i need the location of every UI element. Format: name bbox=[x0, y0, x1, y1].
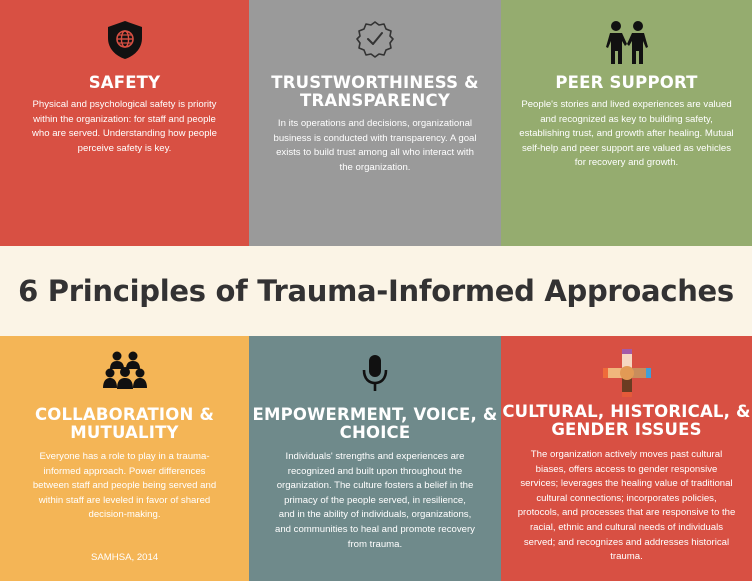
trustworthiness-title: TRUSTWORTHINESS & TRANSPARENCY bbox=[271, 73, 479, 110]
source-citation: SAMHSA, 2014 bbox=[91, 552, 159, 563]
empowerment-description: Individuals' strengths and experiences a… bbox=[275, 451, 475, 550]
joined-hands-icon bbox=[602, 348, 652, 403]
group-icon bbox=[102, 350, 147, 395]
shield-globe-icon bbox=[106, 20, 144, 65]
title-banner: 6 Principles of Trauma-Informed Approach… bbox=[0, 246, 752, 336]
check-badge-icon bbox=[356, 20, 394, 63]
safety-title: SAFETY bbox=[88, 73, 161, 92]
trustworthiness-panel: TRUSTWORTHINESS & TRANSPARENCY In its op… bbox=[249, 0, 501, 246]
empowerment-title: EMPOWERMENT, VOICE, & CHOICE bbox=[252, 405, 498, 442]
peer-support-description: People's stories and lived experiences a… bbox=[519, 99, 734, 169]
peer-support-panel: PEER SUPPORT People's stories and lived … bbox=[501, 0, 752, 246]
trustworthiness-description: In its operations and decisions, organiz… bbox=[273, 118, 477, 173]
peer-support-title: PEER SUPPORT bbox=[555, 73, 698, 92]
page-title: 6 Principles of Trauma-Informed Approach… bbox=[18, 274, 734, 308]
microphone-icon bbox=[360, 354, 390, 397]
collaboration-description: Everyone has a role to play in a trauma-… bbox=[32, 451, 217, 521]
collaboration-panel: COLLABORATION & MUTUALITY Everyone has a… bbox=[0, 336, 249, 581]
cultural-panel: CULTURAL, HISTORICAL, & GENDER ISSUES Th… bbox=[501, 336, 752, 581]
two-people-icon bbox=[605, 20, 649, 71]
cultural-description: The organization actively moves past cul… bbox=[517, 449, 736, 563]
collaboration-title: COLLABORATION & MUTUALITY bbox=[34, 405, 215, 442]
safety-panel: SAFETY Physical and psychological safety… bbox=[0, 0, 249, 246]
cultural-title: CULTURAL, HISTORICAL, & GENDER ISSUES bbox=[502, 402, 751, 439]
safety-description: Physical and psychological safety is pri… bbox=[31, 99, 218, 154]
empowerment-panel: EMPOWERMENT, VOICE, & CHOICE Individuals… bbox=[249, 336, 501, 581]
